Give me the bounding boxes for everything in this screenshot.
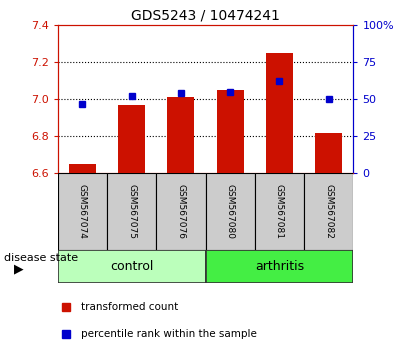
Bar: [58, 173, 107, 250]
Text: GDS5243 / 10474241: GDS5243 / 10474241: [131, 9, 280, 23]
Bar: [304, 173, 353, 250]
Text: GSM567080: GSM567080: [226, 184, 235, 239]
Text: GSM567081: GSM567081: [275, 184, 284, 239]
Bar: [107, 173, 156, 250]
Text: arthritis: arthritis: [255, 260, 304, 273]
Bar: [69, 164, 96, 173]
Text: ▶: ▶: [14, 262, 24, 275]
Bar: [266, 53, 293, 173]
Bar: [118, 105, 145, 173]
Bar: [255, 173, 304, 250]
Bar: [217, 90, 244, 173]
Bar: [167, 97, 194, 173]
Bar: [315, 133, 342, 173]
Text: disease state: disease state: [4, 253, 78, 263]
Bar: [206, 250, 353, 283]
Text: GSM567075: GSM567075: [127, 184, 136, 239]
Text: GSM567082: GSM567082: [324, 184, 333, 239]
Text: control: control: [110, 260, 153, 273]
Text: GSM567074: GSM567074: [78, 184, 87, 239]
Text: percentile rank within the sample: percentile rank within the sample: [81, 329, 257, 339]
Bar: [156, 173, 206, 250]
Text: GSM567076: GSM567076: [176, 184, 185, 239]
Bar: [206, 173, 255, 250]
Text: transformed count: transformed count: [81, 302, 178, 312]
Bar: [58, 250, 206, 283]
